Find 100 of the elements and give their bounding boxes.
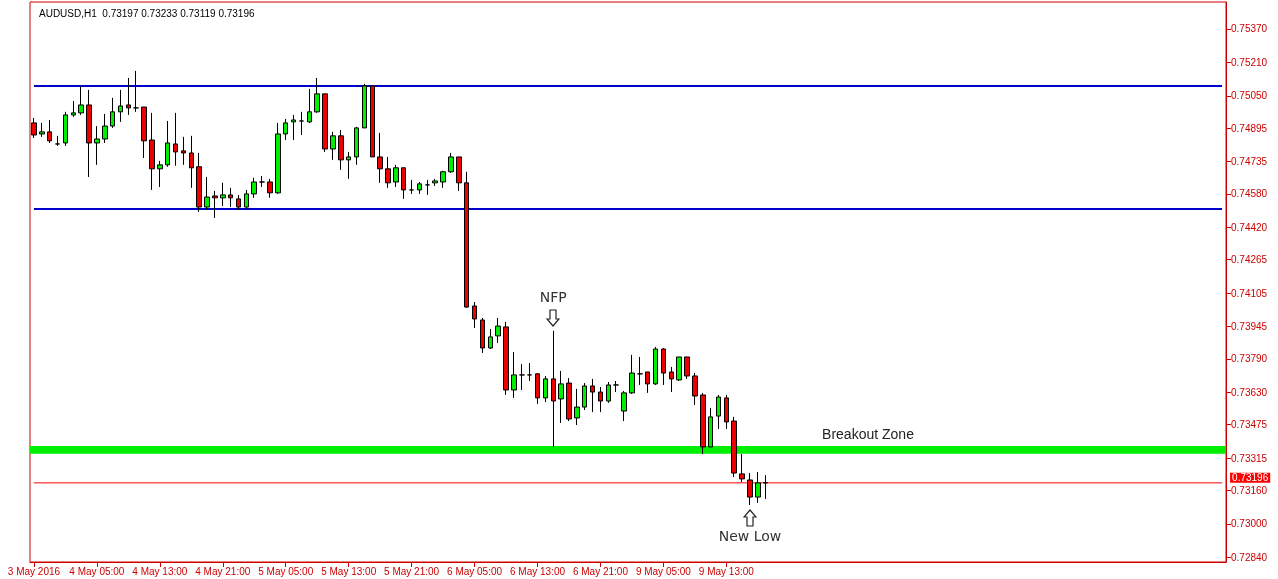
candlestick <box>716 394 721 430</box>
candlestick <box>196 152 202 213</box>
candlestick <box>228 187 233 208</box>
candlestick <box>637 356 643 386</box>
ref-line-label: 0.73196 <box>1232 472 1269 484</box>
candlestick <box>55 135 60 147</box>
candlestick <box>621 390 627 422</box>
x-tick-label: 5 May 05:00 <box>258 565 314 577</box>
candlestick <box>63 111 68 147</box>
candlestick <box>385 156 391 189</box>
y-tick-label: 0.74895 <box>1231 122 1268 134</box>
band-label: Breakout Zone <box>822 425 915 442</box>
candlestick <box>558 370 564 424</box>
candlestick <box>47 119 52 144</box>
y-tick-label: 0.74735 <box>1231 156 1268 168</box>
candlestick <box>669 366 674 393</box>
x-tick-label: 5 May 13:00 <box>321 565 377 577</box>
candlestick <box>472 301 477 329</box>
candlestick <box>480 317 485 354</box>
candlestick <box>346 151 351 180</box>
candlestick <box>566 377 572 422</box>
candlestick <box>613 380 619 393</box>
candlestick <box>393 164 399 188</box>
candlestick <box>440 170 446 189</box>
candlestick <box>653 346 658 386</box>
candlestick <box>425 179 430 196</box>
candlestick <box>126 77 131 116</box>
candlestick <box>456 156 462 192</box>
candlestick <box>606 381 611 404</box>
x-tick-label: 9 May 05:00 <box>635 565 692 577</box>
y-tick-label: 0.73475 <box>1231 419 1268 431</box>
candlestick <box>251 177 257 199</box>
candlestick <box>157 160 163 188</box>
y-tick-label: 0.74105 <box>1231 287 1268 299</box>
candlestick <box>370 85 375 158</box>
candlestick <box>299 111 304 136</box>
y-tick-label: 0.73315 <box>1231 452 1268 464</box>
x-tick-label: 9 May 13:00 <box>698 565 755 577</box>
candlestick <box>362 83 367 129</box>
candlestick <box>574 388 580 426</box>
candlestick <box>535 372 540 405</box>
candlestick <box>684 356 690 380</box>
candlestick <box>267 178 273 199</box>
candlestick <box>527 362 532 382</box>
candlestick <box>236 194 241 211</box>
annotation: NFP <box>539 288 567 305</box>
candlestick <box>590 378 595 413</box>
candlestick <box>377 132 383 184</box>
candlestick <box>102 113 108 144</box>
candlestick <box>338 129 344 171</box>
candlestick <box>700 392 706 455</box>
candlestick <box>322 93 328 153</box>
x-tick-label: 6 May 05:00 <box>447 565 503 577</box>
candlestick <box>141 106 147 159</box>
candlestick <box>78 85 84 116</box>
y-tick-label: 0.74580 <box>1231 188 1268 200</box>
candlestick <box>598 386 603 413</box>
candlestick <box>676 356 682 382</box>
candlestick <box>488 328 493 350</box>
candlestick <box>330 131 336 161</box>
candlestick <box>543 375 548 403</box>
y-tick-label: 0.75370 <box>1231 23 1268 35</box>
candlestick <box>220 182 226 207</box>
candlestick <box>739 453 745 483</box>
candlestick <box>149 112 155 191</box>
candlestick <box>629 354 635 395</box>
candlestick <box>401 167 406 200</box>
x-tick-label: 4 May 05:00 <box>69 565 125 577</box>
y-tick-label: 0.73790 <box>1231 353 1268 365</box>
candlestick <box>511 351 517 399</box>
x-tick-label: 6 May 13:00 <box>509 565 566 577</box>
candlestick <box>417 181 422 195</box>
candlestick <box>133 70 139 113</box>
x-tick-label: 6 May 21:00 <box>572 565 629 577</box>
y-tick-label: 0.73630 <box>1231 386 1268 398</box>
candlestick <box>39 122 45 138</box>
candlestick <box>731 416 737 478</box>
candlestick <box>582 382 587 411</box>
candlestick <box>314 77 320 114</box>
y-tick-label: 0.74265 <box>1231 254 1268 266</box>
candlestick <box>747 472 753 506</box>
candlestick <box>173 112 178 167</box>
candlestick <box>94 125 100 166</box>
candlestick <box>763 474 768 500</box>
candlestick <box>181 136 186 166</box>
text: AUDUSD,H1 0.73197 0.73233 0.73119 0.73196 <box>39 7 255 19</box>
candlestick <box>204 176 210 211</box>
candlestick <box>244 189 249 210</box>
candlestick <box>354 126 359 166</box>
candlestick <box>283 118 288 141</box>
candlestick <box>71 100 76 118</box>
annotation: New Low <box>718 527 782 544</box>
candlestick <box>645 371 650 394</box>
candlestick <box>118 89 123 123</box>
candlestick <box>724 394 729 430</box>
candlestick <box>755 471 761 504</box>
candlestick <box>551 330 556 448</box>
candlestick <box>86 89 92 178</box>
candlestick <box>503 321 509 396</box>
x-tick-label: 5 May 21:00 <box>384 565 440 577</box>
